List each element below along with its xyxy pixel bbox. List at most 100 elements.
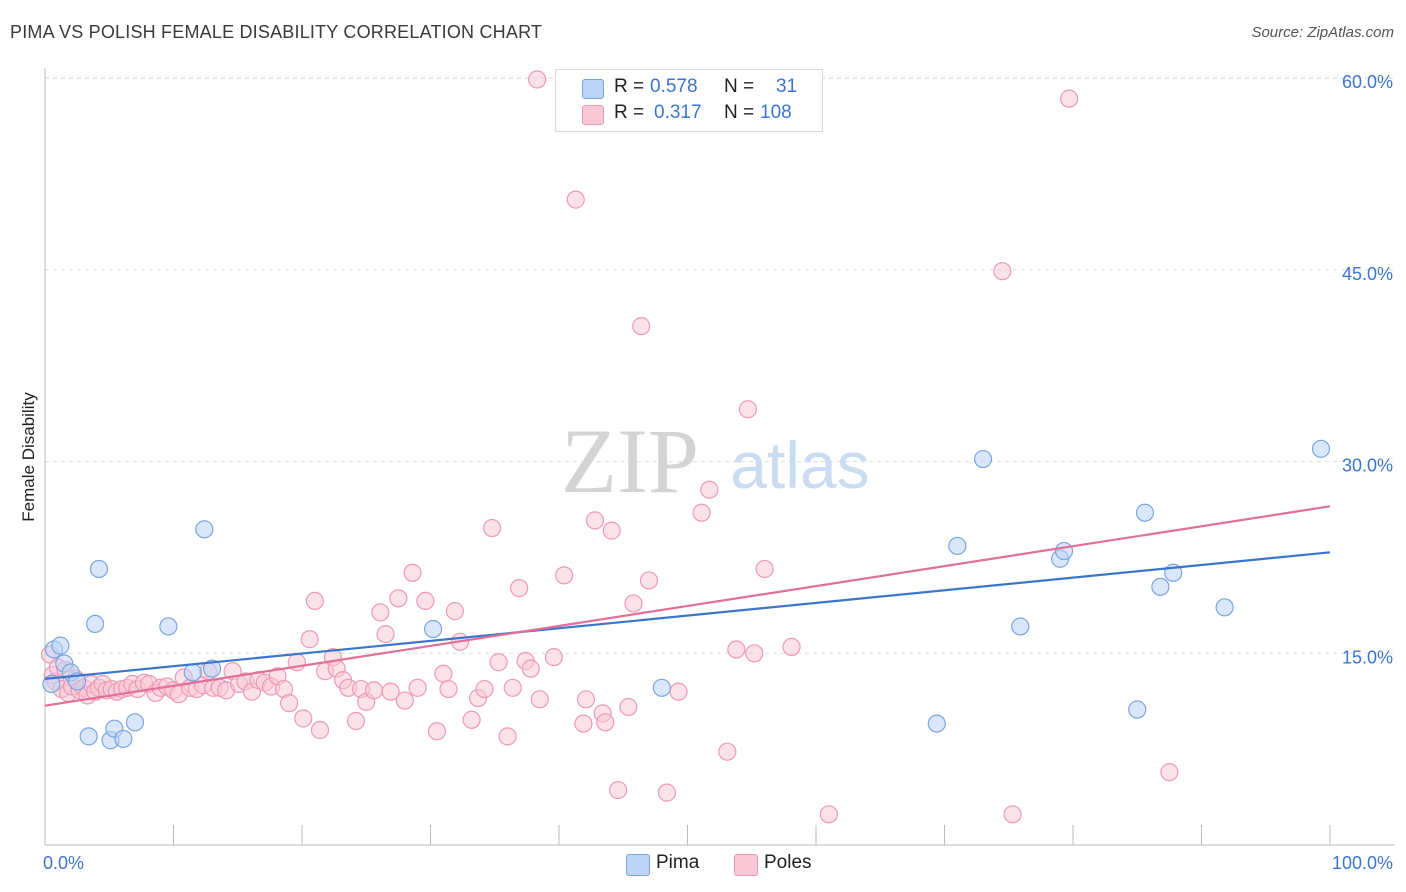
poles-trend-line xyxy=(44,505,1331,707)
poles-point xyxy=(1160,763,1179,782)
poles-point xyxy=(692,503,711,522)
bottom-legend-label: Poles xyxy=(764,852,812,873)
poles-point xyxy=(445,602,465,621)
poles-point xyxy=(395,691,414,710)
bottom-legend-label: Pima xyxy=(656,852,700,873)
poles-point xyxy=(738,400,757,419)
poles-point xyxy=(609,780,628,800)
poles-point xyxy=(475,679,494,699)
poles-point xyxy=(669,682,688,701)
poles-point xyxy=(346,711,366,731)
poles-point xyxy=(403,563,422,582)
pima-point xyxy=(1215,598,1234,617)
poles-point xyxy=(310,720,330,740)
poles-point xyxy=(566,190,585,209)
poles-point xyxy=(521,659,540,678)
y-tick-label: 45.0% xyxy=(1342,264,1393,284)
poles-point xyxy=(439,679,458,699)
poles-point xyxy=(364,681,384,700)
poles-point xyxy=(782,637,801,657)
y-tick-label: 60.0% xyxy=(1342,72,1393,92)
pima-point xyxy=(1011,617,1030,636)
poles-point xyxy=(1003,805,1022,824)
poles-point xyxy=(528,70,547,89)
legend-r-label: R = xyxy=(614,76,645,97)
poles-point xyxy=(300,630,319,649)
poles-point xyxy=(624,594,643,613)
y-tick-label: 15.0% xyxy=(1342,647,1393,667)
legend-r-value: 0.317 xyxy=(654,102,702,123)
pima-point xyxy=(86,614,105,634)
pima-point xyxy=(114,729,133,749)
poles-point xyxy=(510,579,529,598)
poles-point xyxy=(498,727,517,746)
poles-point xyxy=(544,648,563,667)
chart-title: PIMA VS POLISH FEMALE DISABILITY CORRELA… xyxy=(10,22,543,42)
pima-point xyxy=(652,678,671,697)
legend-r-label: R = xyxy=(614,102,645,123)
poles-point xyxy=(294,709,313,728)
y-tick-labels: 15.0% 30.0% 45.0% 60.0% xyxy=(1342,72,1393,667)
poles-point xyxy=(503,678,522,697)
pima-point xyxy=(973,449,993,469)
pima-point xyxy=(202,659,222,678)
y-axis-title: Female Disability xyxy=(19,392,38,522)
pima-point xyxy=(1128,700,1147,719)
legend-r-value: 0.578 xyxy=(650,76,698,97)
x-tick-label: 100.0% xyxy=(1332,853,1393,873)
poles-swatch xyxy=(582,105,604,125)
poles-point xyxy=(381,682,400,701)
pima-swatch xyxy=(626,854,650,876)
pima-point xyxy=(1054,541,1074,561)
pima-points xyxy=(42,439,1331,750)
poles-point xyxy=(574,714,593,733)
poles-point xyxy=(530,690,549,709)
pima-point xyxy=(159,617,178,636)
x-tick-labels: 0.0% 100.0% xyxy=(43,853,1393,873)
poles-point xyxy=(619,697,638,717)
poles-point xyxy=(596,713,615,732)
poles-point xyxy=(427,722,447,741)
pima-point xyxy=(927,714,946,733)
poles-point xyxy=(657,783,677,802)
poles-point xyxy=(993,262,1012,281)
legend-n-label: N = xyxy=(724,76,755,97)
poles-point xyxy=(819,805,838,824)
pima-trend-line xyxy=(44,551,1331,680)
watermark-atlas: atlas xyxy=(730,428,869,502)
pima-point xyxy=(195,520,214,539)
axes xyxy=(44,68,1395,846)
poles-point xyxy=(434,664,453,683)
pima-point xyxy=(89,559,109,579)
x-tick-label: 0.0% xyxy=(43,853,84,873)
poles-point xyxy=(576,690,596,709)
pima-point xyxy=(1135,503,1155,522)
pima-point xyxy=(125,713,145,732)
source-label: Source: ZipAtlas.com xyxy=(1251,24,1394,41)
poles-point xyxy=(602,521,621,540)
poles-point xyxy=(1060,89,1079,108)
legend-box: R = 0.578 N = 31 R = 0.317 N = 108 xyxy=(555,69,823,132)
poles-point xyxy=(483,518,502,538)
legend-n-value: 108 xyxy=(760,102,792,123)
poles-point xyxy=(389,589,408,608)
poles-point xyxy=(280,694,299,713)
pima-point xyxy=(1151,577,1170,596)
poles-point xyxy=(408,678,427,697)
pima-point xyxy=(183,663,202,682)
poles-point xyxy=(371,603,390,622)
pima-point xyxy=(423,619,443,639)
pima-point xyxy=(1311,439,1331,458)
legend-n-label: N = xyxy=(724,102,755,123)
poles-point xyxy=(745,644,764,663)
poles-point xyxy=(718,742,737,761)
poles-point xyxy=(585,511,605,530)
poles-point xyxy=(700,480,719,499)
watermark-zip: ZIP xyxy=(561,410,699,512)
legend-n-value: 31 xyxy=(776,76,798,97)
poles-point xyxy=(489,653,508,672)
poles-point xyxy=(727,640,746,659)
poles-point xyxy=(416,591,435,611)
pima-point xyxy=(51,636,70,655)
